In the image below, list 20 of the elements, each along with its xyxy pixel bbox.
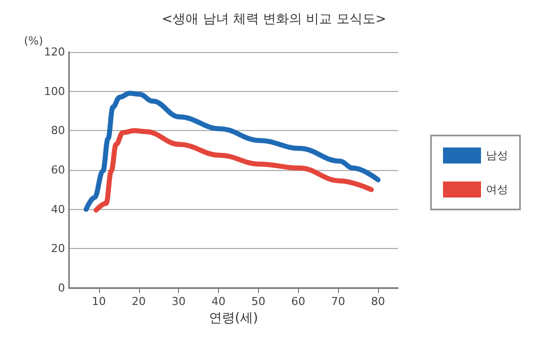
y-tick-label: 0 xyxy=(58,282,65,294)
legend-label: 여성 xyxy=(486,183,508,196)
y-tick-label: 20 xyxy=(51,242,65,256)
x-tick-label: 80 xyxy=(371,295,386,308)
y-tick-label: 120 xyxy=(44,46,65,58)
y-axis-title: (%) xyxy=(24,34,43,48)
x-tick-label: 30 xyxy=(172,295,186,308)
chart-title: <생애 남녀 체력 변화의 비교 모식도> xyxy=(162,12,386,27)
x-tick-label: 70 xyxy=(331,295,346,308)
x-tick-label: 40 xyxy=(212,295,226,308)
y-tick-label: 40 xyxy=(51,202,65,216)
x-tick-label: 60 xyxy=(291,295,306,308)
x-axis-title: 연령(세) xyxy=(208,310,258,326)
legend-label: 남성 xyxy=(486,149,508,162)
x-tick-label: 20 xyxy=(132,295,146,308)
y-tick-label: 80 xyxy=(51,124,65,138)
x-tick-label: 50 xyxy=(251,295,266,308)
x-tick-label: 10 xyxy=(92,295,106,308)
y-tick-label: 60 xyxy=(51,164,65,176)
y-tick-label: 100 xyxy=(44,84,65,98)
